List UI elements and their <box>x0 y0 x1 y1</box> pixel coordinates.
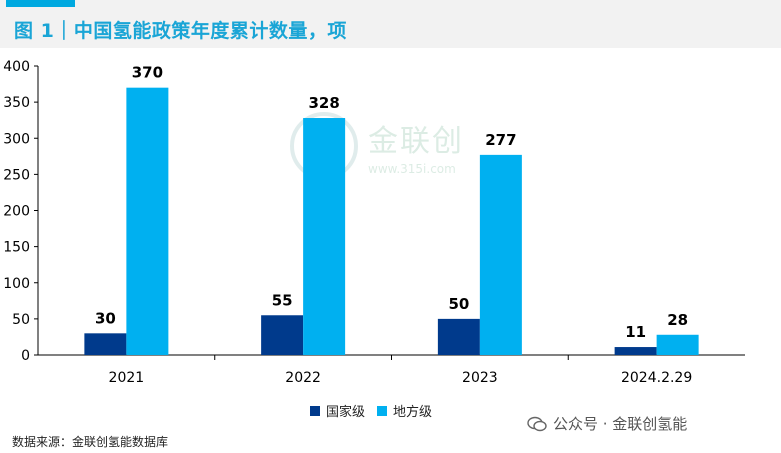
legend-item-national: 国家级 <box>310 401 365 420</box>
x-tick-label: 2024.2.29 <box>621 370 692 386</box>
data-label: 55 <box>272 291 293 309</box>
bar-national <box>437 318 480 355</box>
legend-swatch-local <box>377 405 388 416</box>
y-tick-label: 150 <box>3 240 30 256</box>
data-source: 数据来源：金联创氢能数据库 <box>12 435 169 449</box>
logo-watermark: 金联创 www.315i.com <box>290 112 464 180</box>
data-label: 50 <box>448 295 469 313</box>
y-tick-label: 250 <box>3 167 30 183</box>
wechat-icon <box>527 416 547 431</box>
x-tick-label: 2023 <box>462 370 498 386</box>
legend-swatch-national <box>310 405 320 416</box>
bar-local <box>479 154 522 355</box>
data-label: 11 <box>625 323 646 341</box>
y-tick-label: 400 <box>3 59 30 75</box>
title-bar: 图 1｜中国氢能政策年度累计数量，项 <box>0 0 781 48</box>
bar-local <box>303 118 346 356</box>
bar-local <box>656 334 699 355</box>
y-tick-label: 0 <box>21 348 30 364</box>
y-tick-label: 300 <box>3 131 30 147</box>
data-label: 370 <box>132 64 163 82</box>
data-label: 328 <box>308 94 339 112</box>
watermark-name: 金联创 <box>368 124 464 159</box>
watermark-url: www.315i.com <box>368 162 456 176</box>
legend-label-national: 国家级 <box>326 405 366 420</box>
y-tick-label: 350 <box>3 95 30 111</box>
x-tick-label: 2022 <box>285 370 321 386</box>
bar-national <box>614 347 657 355</box>
wechat-watermark: 公众号 · 金联创氢能 <box>527 413 687 434</box>
bar-local <box>126 87 169 356</box>
wechat-account: 公众号 · 金联创氢能 <box>553 415 688 433</box>
y-tick-label: 100 <box>3 276 30 292</box>
y-tick-label: 50 <box>12 312 30 328</box>
data-label: 30 <box>95 309 116 327</box>
legend-item-local: 地方级 <box>377 401 432 420</box>
y-tick-label: 200 <box>3 204 30 220</box>
legend: 国家级 地方级 <box>310 401 444 420</box>
data-label: 28 <box>667 311 688 329</box>
bar-national <box>261 315 304 355</box>
legend-label-local: 地方级 <box>393 405 433 420</box>
title-accent-bar <box>6 0 75 7</box>
data-label: 277 <box>485 131 516 149</box>
bar-national <box>84 333 127 355</box>
x-tick-label: 2021 <box>109 370 145 386</box>
chart-title: 图 1｜中国氢能政策年度累计数量，项 <box>14 20 347 42</box>
